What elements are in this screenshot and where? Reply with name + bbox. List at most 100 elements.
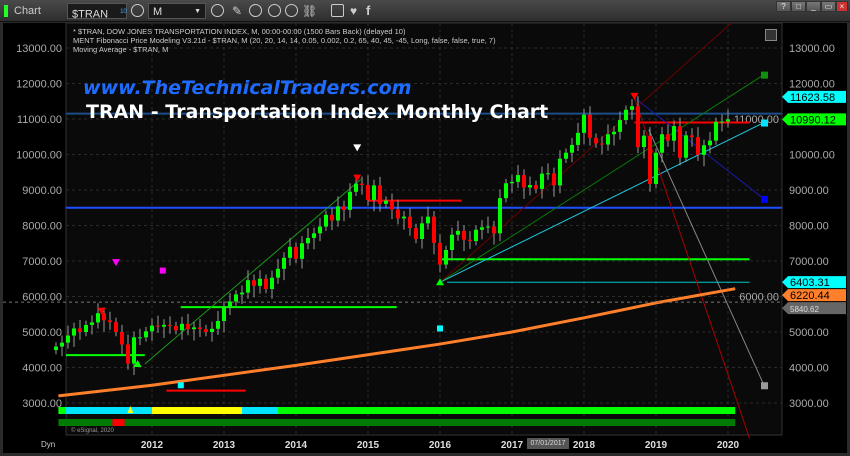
y-tick-right: 6000.00 — [739, 292, 779, 304]
candle — [630, 106, 634, 110]
clock-icon[interactable] — [211, 4, 224, 17]
y-tick-left: 9000.00 — [22, 185, 62, 197]
marker-triangle-down — [353, 174, 362, 182]
candle — [456, 230, 460, 235]
maximize-button[interactable]: ▭ — [821, 1, 836, 12]
play-icon[interactable] — [268, 4, 281, 17]
candle — [426, 216, 430, 224]
toolbar: Chart $TRAN 10 M ▼ ✎ ⛓ ♥ f ? □ _ ▭ × — [0, 0, 850, 22]
projection-line — [648, 129, 765, 386]
chart-title: TRAN - Transportation Index Monthly Char… — [86, 101, 549, 123]
marker-triangle-down — [630, 92, 639, 100]
candle — [264, 278, 268, 290]
y-tick-left: 6000.00 — [22, 292, 62, 304]
price-label-bg — [782, 302, 846, 315]
marker-triangle-up — [133, 359, 142, 367]
y-tick-right: 10000.00 — [789, 150, 835, 162]
copyright: © eSignal, 2020 — [71, 428, 114, 434]
window-status-icon — [4, 5, 8, 17]
candle — [504, 183, 508, 199]
dyn-label[interactable]: Dyn — [41, 440, 56, 449]
candle — [324, 214, 328, 227]
x-tick: 2014 — [285, 440, 308, 451]
candle — [660, 134, 664, 153]
candle — [390, 200, 394, 210]
candle — [600, 143, 604, 145]
close-button[interactable]: × — [836, 1, 848, 12]
candle — [132, 337, 136, 364]
candle — [198, 327, 202, 330]
candle — [384, 200, 388, 204]
x-tick: 2016 — [429, 440, 452, 451]
candle — [570, 144, 574, 153]
signal-band-segment — [58, 407, 66, 414]
minimize-button[interactable]: _ — [806, 1, 821, 12]
link-icon[interactable]: ⛓ — [302, 4, 318, 18]
candle — [306, 237, 310, 244]
candle — [636, 106, 640, 148]
price-label: 5840.62 — [790, 305, 819, 314]
candle — [96, 313, 100, 323]
y-tick-left: 4000.00 — [22, 363, 62, 375]
candle — [624, 109, 628, 121]
y-tick-left: 10000.00 — [16, 150, 62, 162]
candle — [564, 152, 568, 159]
y-tick-right: 13000.00 — [789, 43, 835, 55]
candle — [714, 121, 718, 141]
candle — [102, 313, 106, 321]
candle — [312, 233, 316, 238]
candle — [372, 185, 376, 200]
candle — [126, 344, 130, 364]
candle — [708, 140, 712, 146]
candle — [654, 152, 658, 184]
projection-line — [633, 97, 751, 439]
candle — [72, 328, 76, 336]
help-button[interactable]: ? — [776, 1, 791, 12]
interval-select[interactable]: M ▼ — [148, 3, 206, 19]
chart-style-icon[interactable] — [249, 4, 262, 17]
candle — [510, 181, 514, 184]
candle — [120, 332, 124, 345]
signal-band-segment — [278, 407, 736, 414]
gear-icon[interactable] — [131, 4, 144, 17]
price-label-bg — [782, 113, 846, 126]
price-chart[interactable]: 13000.00 13000.00 12000.00 12000.00 11000.00… — [3, 23, 847, 453]
legend-symbol: * $TRAN, DOW JONES TRANSPORTATION INDEX,… — [73, 27, 406, 36]
candle — [282, 257, 286, 269]
moving-average-line — [58, 287, 736, 398]
candle — [558, 158, 562, 186]
candle — [684, 135, 688, 158]
comment-icon[interactable] — [331, 4, 344, 17]
signal-triangle — [127, 406, 134, 413]
candle — [240, 292, 244, 295]
marker-triangle-down — [112, 259, 120, 267]
restore-button[interactable]: □ — [791, 1, 806, 12]
candle — [180, 323, 184, 331]
chart-panel[interactable]: 13000.00 13000.00 12000.00 12000.00 11000.00… — [3, 23, 847, 453]
y-tick-left: 7000.00 — [22, 256, 62, 268]
twitter-icon[interactable]: ♥ — [350, 4, 358, 18]
candle — [474, 229, 478, 242]
y-tick-right: 11000.00 — [734, 114, 779, 126]
facebook-icon[interactable]: f — [366, 3, 371, 18]
candle — [486, 226, 490, 228]
candle — [534, 185, 538, 189]
candle — [156, 325, 160, 327]
marker-triangle-down — [353, 144, 362, 152]
alert-icon[interactable] — [285, 4, 298, 17]
signal-band-segment — [124, 419, 736, 426]
pencil-icon[interactable]: ✎ — [232, 4, 243, 18]
y-tick-right: 5000.00 — [789, 327, 829, 339]
candle — [138, 337, 142, 339]
candle — [408, 216, 412, 228]
signal-band-segment — [58, 419, 113, 426]
price-label: 11623.58 — [790, 92, 835, 104]
price-label: 10990.12 — [790, 114, 836, 126]
candle — [342, 206, 346, 210]
marker-triangle-up — [436, 278, 444, 286]
candle — [300, 243, 304, 259]
candle — [696, 137, 700, 155]
candle — [414, 227, 418, 239]
expand-icon[interactable] — [765, 29, 777, 41]
symbol-input[interactable]: $TRAN 10 — [67, 3, 127, 21]
